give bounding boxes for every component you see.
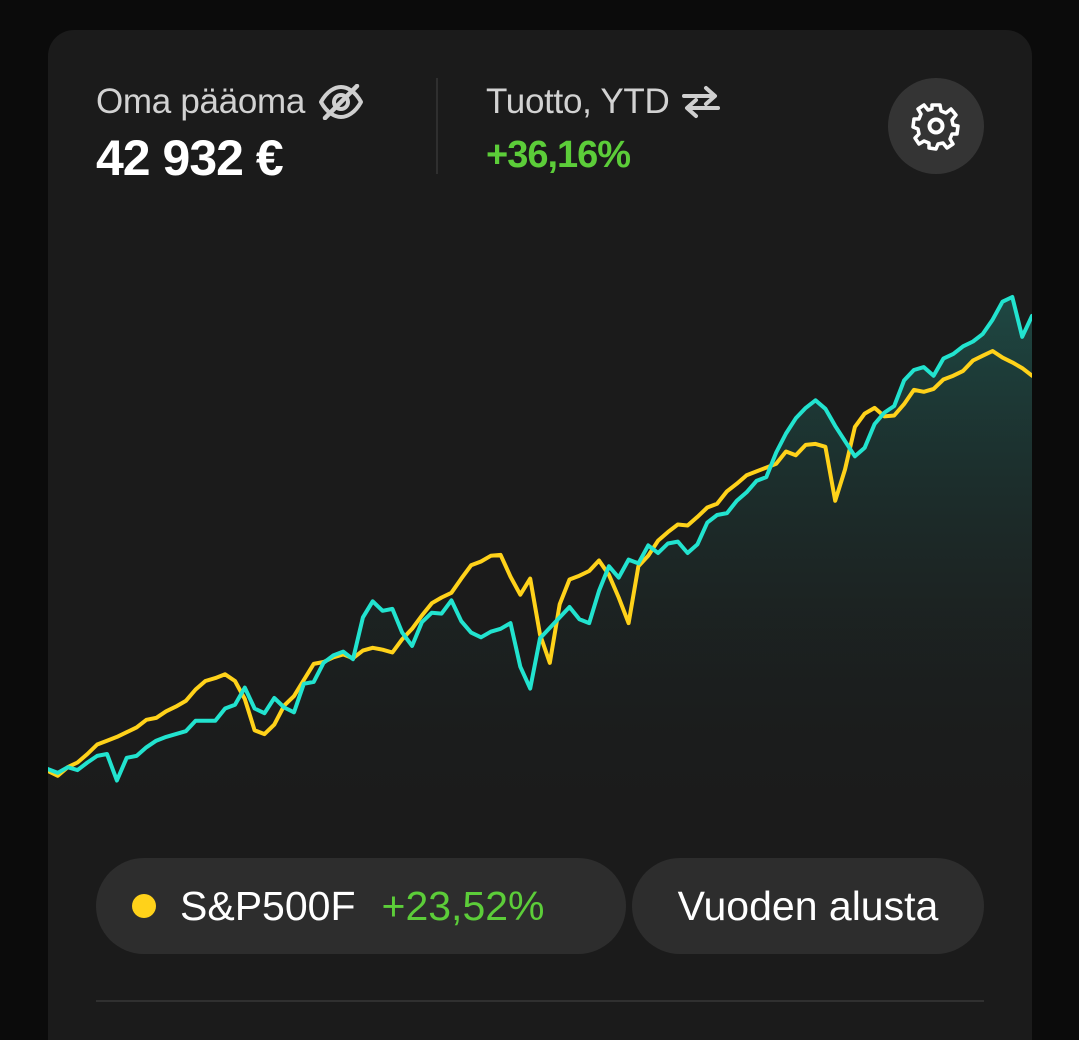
equity-value: 42 932 € bbox=[96, 130, 284, 186]
equity-label-row: Oma pääoma bbox=[96, 82, 365, 122]
performance-chart bbox=[48, 295, 1032, 830]
portfolio-card: Oma pääoma 42 932 € Tuotto, YTD +36,16% bbox=[48, 30, 1032, 1040]
benchmark-color-dot bbox=[132, 894, 156, 918]
portfolio-area-fill bbox=[48, 297, 1032, 830]
portfolio-line bbox=[48, 295, 1032, 783]
benchmark-name: S&P500F bbox=[180, 882, 356, 929]
period-selector[interactable]: Vuoden alusta bbox=[632, 858, 984, 954]
equity-stat: Oma pääoma 42 932 € bbox=[96, 82, 365, 185]
ytd-return-value: +36,16% bbox=[486, 134, 631, 176]
bottom-divider bbox=[96, 1000, 984, 1002]
period-label: Vuoden alusta bbox=[677, 882, 939, 929]
benchmark-line bbox=[48, 349, 1032, 778]
eye-off-icon[interactable] bbox=[317, 84, 365, 120]
stat-divider bbox=[436, 78, 438, 174]
benchmark-change: +23,52% bbox=[381, 882, 545, 929]
benchmark-selector[interactable]: S&P500F +23,52% bbox=[96, 858, 626, 954]
gear-icon bbox=[911, 101, 961, 151]
settings-button[interactable] bbox=[888, 78, 984, 174]
swap-arrows-icon[interactable] bbox=[681, 85, 721, 119]
ytd-label-row: Tuotto, YTD bbox=[486, 82, 721, 122]
ytd-return-stat: Tuotto, YTD +36,16% bbox=[486, 82, 721, 176]
ytd-return-label: Tuotto, YTD bbox=[486, 82, 670, 121]
equity-label: Oma pääoma bbox=[96, 82, 306, 121]
